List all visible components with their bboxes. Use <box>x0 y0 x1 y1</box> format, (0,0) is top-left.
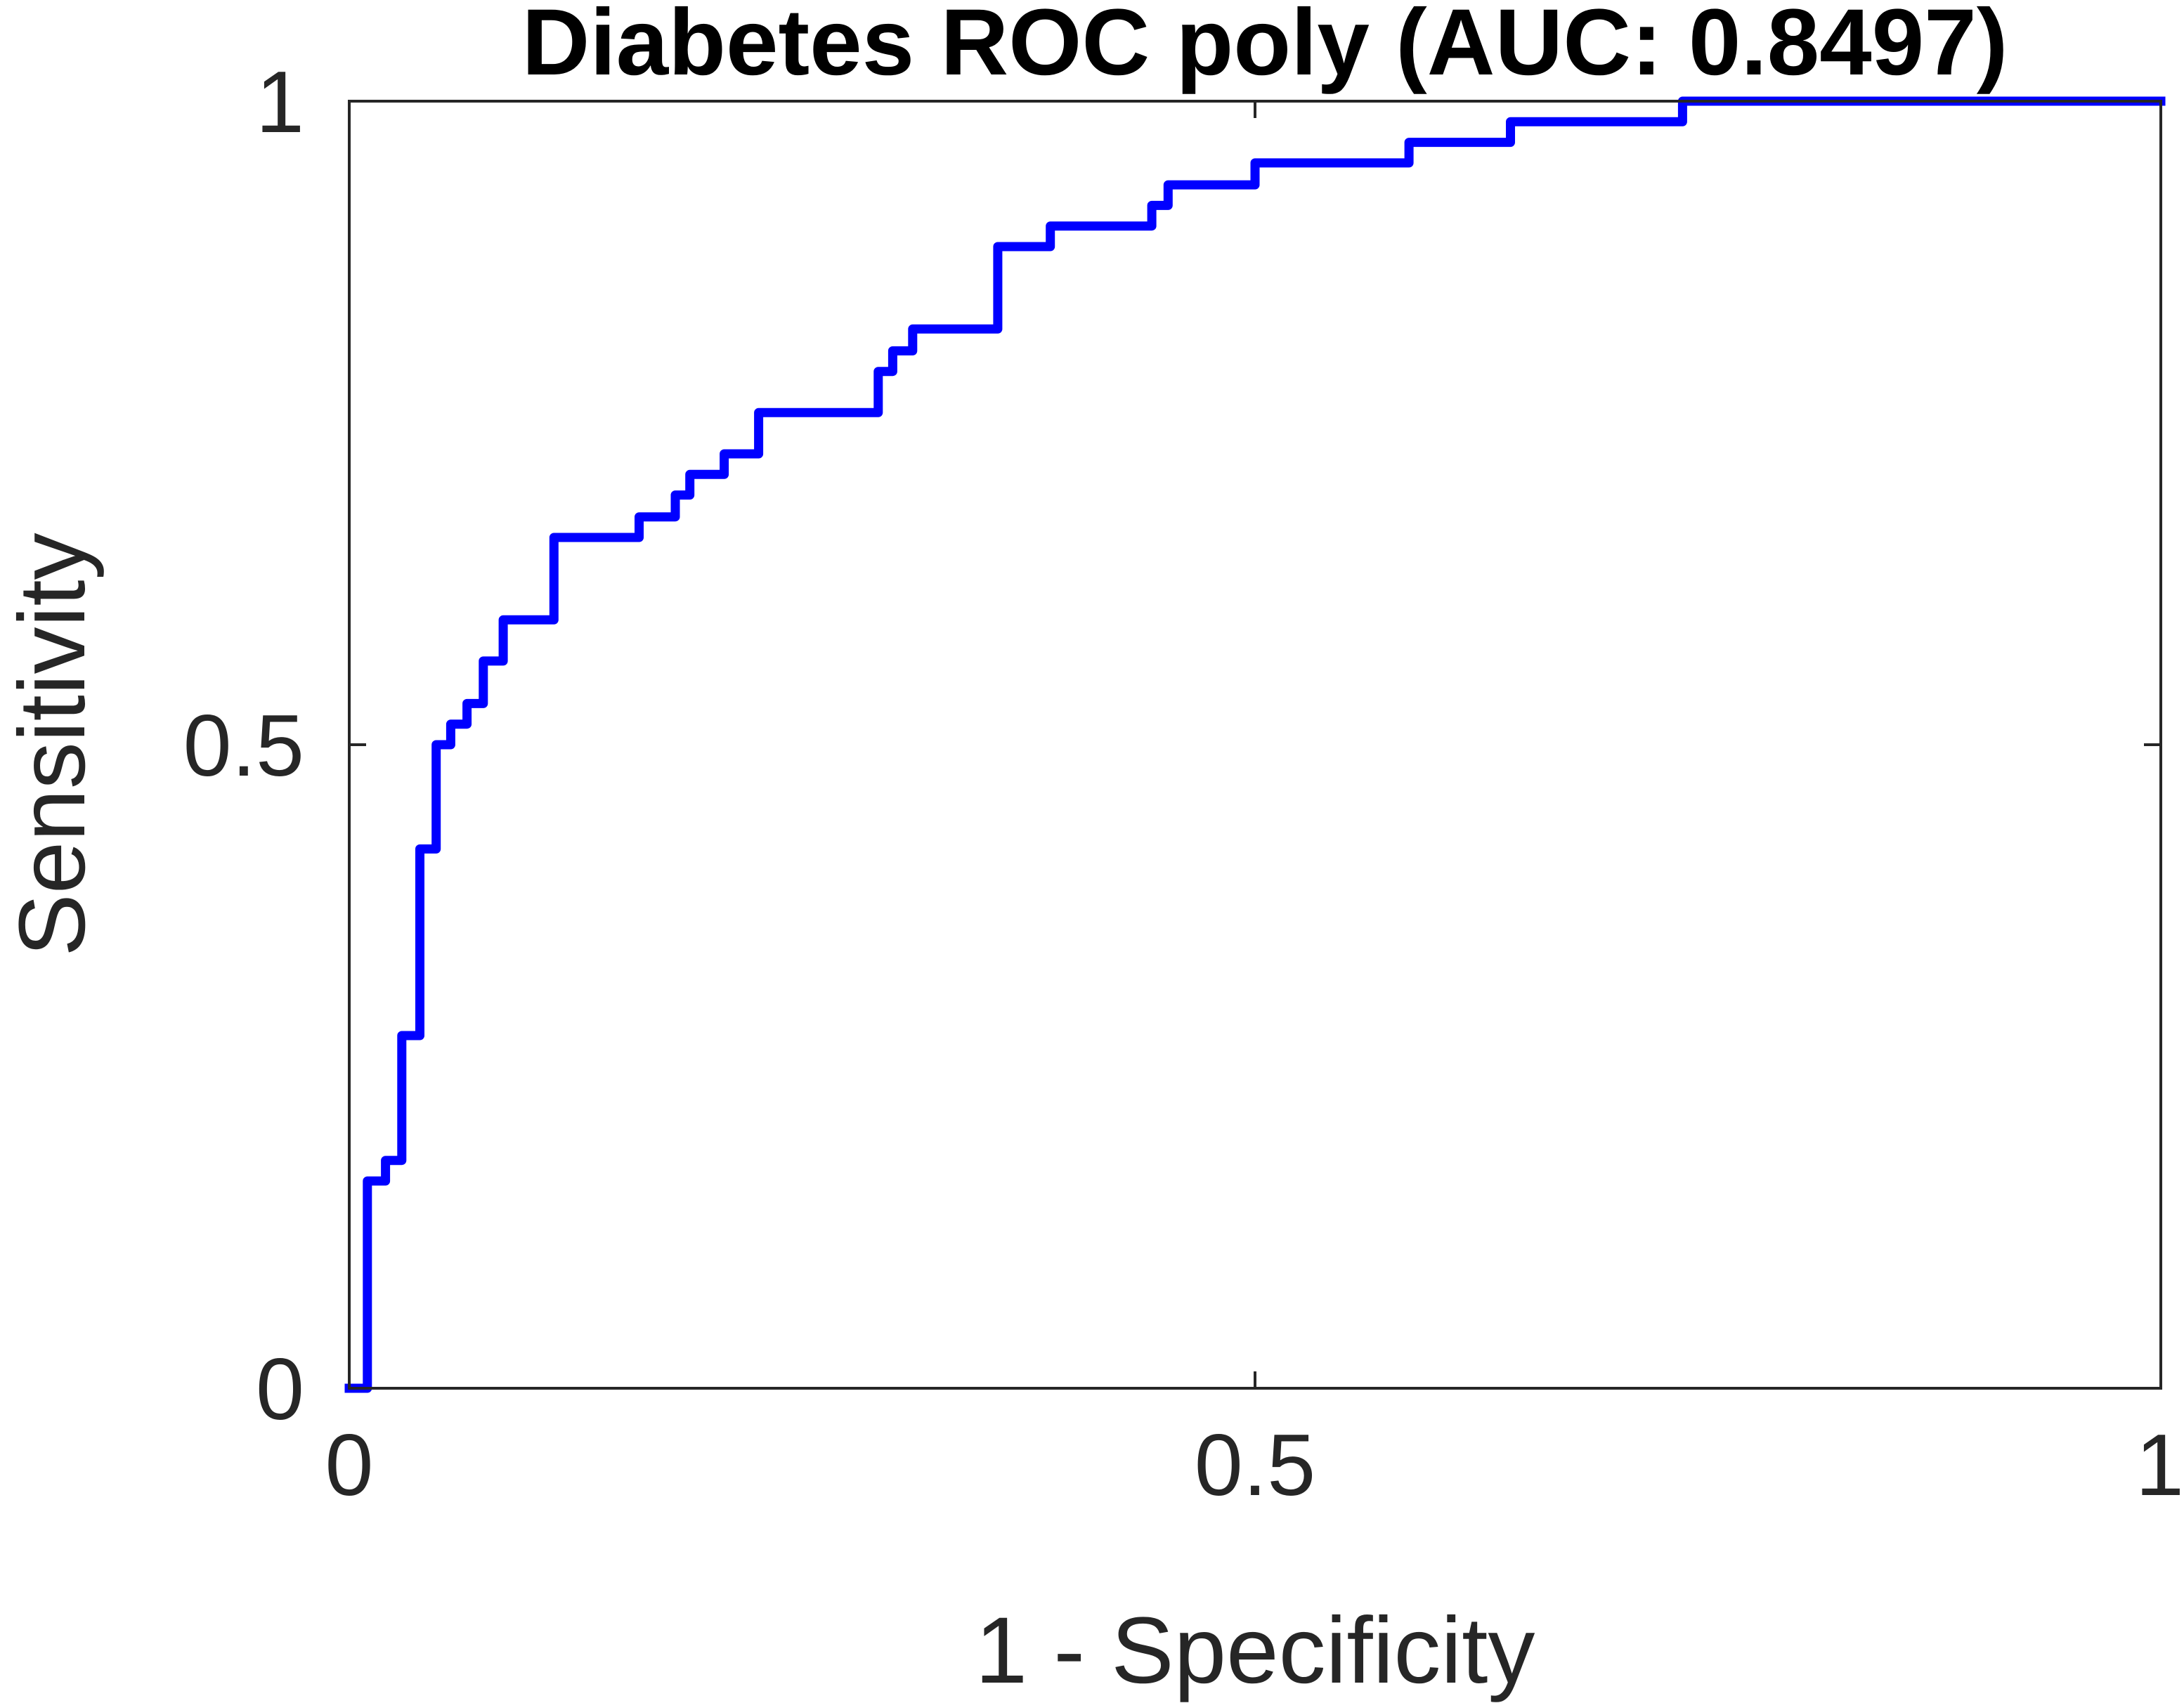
plot-area <box>344 96 2166 1393</box>
x-tick-label: 0 <box>325 1417 374 1514</box>
y-axis-label: Sensitivity <box>0 533 105 956</box>
axes-frame <box>348 100 2162 1390</box>
x-tick-label: 1 <box>2136 1417 2184 1514</box>
chart-title: Diabetes ROC poly (AUC: 0.8497) <box>522 0 2008 95</box>
y-tick-label: 0 <box>256 1341 304 1438</box>
roc-curve-line <box>344 96 2166 1393</box>
x-tick-label: 0.5 <box>1195 1417 1315 1514</box>
y-axis: 00.51 <box>183 54 2161 1438</box>
y-tick-label: 0.5 <box>183 698 304 795</box>
x-axis-label: 1 - Specificity <box>975 1598 1535 1703</box>
x-axis: 0 0.5 1 <box>325 101 2184 1514</box>
y-tick-label: 1 <box>256 54 304 151</box>
